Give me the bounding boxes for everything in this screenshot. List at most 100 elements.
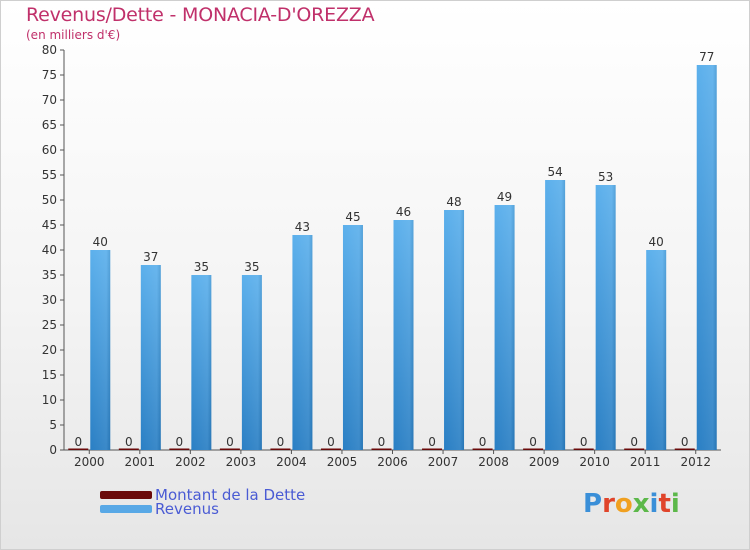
bars <box>68 65 717 450</box>
bar-revenus-shade <box>342 225 363 450</box>
logo-letter: i <box>649 489 659 519</box>
x-tick-label: 2006 <box>377 455 408 469</box>
data-label-dette: 0 <box>74 435 82 449</box>
y-tick-label: 35 <box>42 268 57 282</box>
chart-title: Revenus/Dette - MONACIA-D'OREZZA <box>26 4 375 26</box>
data-label-revenus: 40 <box>93 235 108 249</box>
bar-revenus-shade <box>393 220 414 450</box>
y-tick-label: 20 <box>42 343 57 357</box>
bar-revenus-shade <box>140 265 161 450</box>
bar-dette <box>219 448 240 450</box>
chart-subtitle: (en milliers d'€) <box>26 28 121 42</box>
data-label-dette: 0 <box>327 435 335 449</box>
x-tick-label: 2005 <box>327 455 358 469</box>
x-tick-label: 2004 <box>276 455 307 469</box>
x-tick-label: 2011 <box>630 455 661 469</box>
bar-dette <box>371 448 392 450</box>
y-tick-label: 55 <box>42 168 57 182</box>
y-tick-label: 40 <box>42 243 57 257</box>
bar-revenus-shade <box>646 250 667 450</box>
bar-revenus-shade <box>696 65 717 450</box>
data-label-revenus: 45 <box>345 210 360 224</box>
y-tick-label: 70 <box>42 93 57 107</box>
proxiti-logo: Proxiti <box>583 489 680 519</box>
data-label-revenus: 53 <box>598 170 613 184</box>
data-label-dette: 0 <box>580 435 588 449</box>
data-labels: 0 40 0 37 0 35 0 35 0 43 0 45 0 46 0 48 0 49 0 54 0 53 0 40 0 77 <box>74 50 714 449</box>
bar-dette <box>422 448 443 450</box>
logo-letter: x <box>632 489 650 519</box>
bar-revenus-shade <box>595 185 616 450</box>
data-label-revenus: 48 <box>446 195 461 209</box>
y-tick-label: 0 <box>49 443 57 457</box>
y-tick-label: 25 <box>42 318 57 332</box>
y-tick-label: 45 <box>42 218 57 232</box>
y-tick-label: 75 <box>42 68 57 82</box>
bar-dette <box>118 448 139 450</box>
data-label-revenus: 46 <box>396 205 411 219</box>
bar-dette <box>169 448 190 450</box>
data-label-revenus: 43 <box>295 220 310 234</box>
x-tick-label: 2008 <box>478 455 509 469</box>
data-label-revenus: 37 <box>143 250 158 264</box>
bar-dette <box>320 448 341 450</box>
data-label-dette: 0 <box>479 435 487 449</box>
y-tick-label: 30 <box>42 293 57 307</box>
data-label-revenus: 40 <box>649 235 664 249</box>
x-tick-label: 2007 <box>428 455 459 469</box>
logo-letter: t <box>658 489 671 519</box>
x-tick-label: 2010 <box>579 455 610 469</box>
bar-revenus-shade <box>241 275 262 450</box>
y-tick-label: 15 <box>42 368 57 382</box>
bar-revenus-shade <box>292 235 313 450</box>
x-tick-label: 2002 <box>175 455 206 469</box>
bar-dette <box>68 448 89 450</box>
logo-letter: r <box>602 489 615 519</box>
logo-letter: P <box>583 489 603 519</box>
y-tick-label: 65 <box>42 118 57 132</box>
legend-label-revenus: Revenus <box>155 500 219 518</box>
bar-dette <box>523 448 544 450</box>
data-label-dette: 0 <box>277 435 285 449</box>
y-tick-label: 80 <box>42 43 57 57</box>
bar-revenus-shade <box>444 210 465 450</box>
bar-revenus-shade <box>494 205 515 450</box>
x-axis: 2000 2001 2002 2003 2004 2005 2006 2007 2008 2009… <box>64 449 721 469</box>
logo-letter: o <box>614 489 633 519</box>
legend-swatch-dette <box>100 491 152 499</box>
bar-dette <box>674 448 695 450</box>
x-tick-label: 2009 <box>529 455 560 469</box>
x-tick-label: 2001 <box>125 455 156 469</box>
data-label-dette: 0 <box>226 435 234 449</box>
data-label-dette: 0 <box>529 435 537 449</box>
data-label-dette: 0 <box>630 435 638 449</box>
logo-letter: i <box>670 489 680 519</box>
data-label-revenus: 54 <box>547 165 562 179</box>
data-label-dette: 0 <box>125 435 133 449</box>
data-label-dette: 0 <box>176 435 184 449</box>
data-label-revenus: 49 <box>497 190 512 204</box>
x-tick-label: 2012 <box>680 455 711 469</box>
legend-swatch-revenus <box>100 505 152 513</box>
x-tick-label: 2000 <box>74 455 105 469</box>
y-tick-label: 10 <box>42 393 57 407</box>
x-tick-label: 2003 <box>226 455 257 469</box>
bar-dette <box>270 448 291 450</box>
bar-dette <box>624 448 645 450</box>
bar-dette <box>573 448 594 450</box>
bar-revenus-shade <box>90 250 111 450</box>
y-tick-label: 60 <box>42 143 57 157</box>
y-tick-label: 5 <box>49 418 57 432</box>
y-tick-label: 50 <box>42 193 57 207</box>
data-label-dette: 0 <box>378 435 386 449</box>
bar-dette <box>472 448 493 450</box>
legend-label-dette: Montant de la Dette <box>155 486 306 504</box>
data-label-revenus: 35 <box>244 260 259 274</box>
data-label-revenus: 77 <box>699 50 714 64</box>
y-axis: 0 5 10 15 20 25 30 35 40 45 50 55 60 65 70 75 80 <box>42 43 65 457</box>
data-label-dette: 0 <box>681 435 689 449</box>
data-label-revenus: 35 <box>194 260 209 274</box>
data-label-dette: 0 <box>428 435 436 449</box>
